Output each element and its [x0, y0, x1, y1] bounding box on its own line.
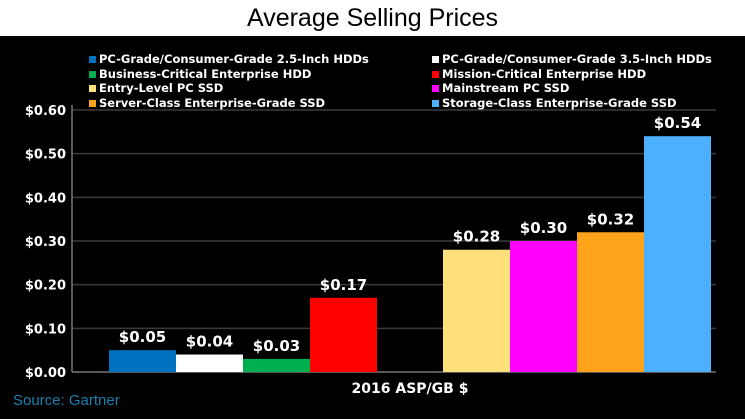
legend-label: Business-Critical Enterprise HDD: [99, 66, 312, 81]
legend-swatch: [432, 70, 439, 78]
legend-label: Storage-Class Enterprise-Grade SSD: [442, 95, 677, 110]
legend-swatch: [432, 85, 439, 92]
legend-label: PC-Grade/Consumer-Grade 2.5-Inch HDDs: [99, 52, 369, 66]
x-axis-label: 2016 ASP/GB $: [352, 381, 469, 397]
data-label: $0.32: [587, 210, 634, 228]
bar: [243, 358, 310, 372]
legend-item: Storage-Class Enterprise-Grade SSD: [432, 96, 677, 110]
bar: [310, 297, 377, 372]
legend-item: Mission-Critical Enterprise HDD: [432, 67, 646, 81]
data-label: $0.28: [453, 228, 500, 246]
source-note: Source: Gartner: [13, 392, 120, 409]
bar: [644, 136, 711, 372]
legend-swatch: [89, 56, 96, 63]
legend-label: Entry-Level PC SSD: [99, 81, 224, 95]
y-tick-label: $0.00: [25, 366, 66, 381]
y-tick-label: $0.20: [25, 279, 66, 294]
legend-swatch: [89, 99, 96, 107]
y-tick-label: $0.40: [25, 191, 66, 206]
legend-swatch: [432, 56, 439, 63]
data-label: $0.03: [253, 337, 300, 355]
legend-item: Business-Critical Enterprise HDD: [89, 67, 311, 81]
data-label: $0.54: [654, 114, 701, 132]
y-tick-label: $0.50: [25, 148, 66, 163]
bar: [510, 241, 577, 372]
data-label: $0.30: [520, 219, 567, 237]
y-tick-label: $0.60: [25, 104, 66, 119]
chart-title: Average Selling Prices: [246, 4, 499, 32]
bar: [176, 354, 243, 372]
legend-label: Server-Class Enterprise-Grade SSD: [99, 95, 326, 110]
data-label: $0.05: [119, 328, 166, 346]
legend-swatch: [89, 85, 96, 92]
bar: [443, 249, 510, 372]
legend-item: Mainstream PC SSD: [432, 81, 569, 95]
legend-label: Mainstream PC SSD: [442, 81, 570, 95]
data-label: $0.04: [186, 333, 233, 351]
legend-item: Entry-Level PC SSD: [89, 81, 223, 95]
y-tick-label: $0.30: [25, 235, 66, 250]
legend-swatch: [432, 99, 439, 107]
legend-label: PC-Grade/Consumer-Grade 3.5-Inch HDDs: [442, 52, 712, 66]
legend-item: PC-Grade/Consumer-Grade 2.5-Inch HDDs: [89, 52, 369, 66]
data-label: $0.17: [320, 276, 367, 294]
legend-item: Server-Class Enterprise-Grade SSD: [89, 96, 325, 110]
legend-item: PC-Grade/Consumer-Grade 3.5-Inch HDDs: [432, 52, 712, 66]
bar: [109, 350, 176, 372]
y-tick-label: $0.10: [25, 322, 66, 337]
legend-label: Mission-Critical Enterprise HDD: [442, 66, 647, 81]
legend-swatch: [89, 70, 96, 78]
bar: [577, 232, 644, 372]
